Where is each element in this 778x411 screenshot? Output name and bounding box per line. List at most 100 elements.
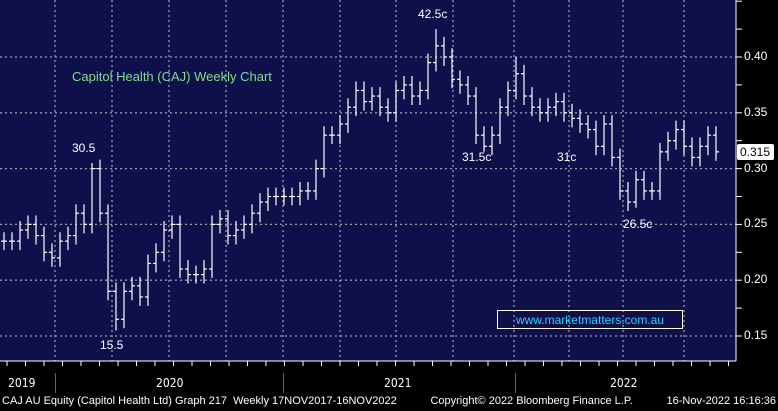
ohlc-bar bbox=[401, 75, 407, 100]
ohlc-bar bbox=[17, 221, 23, 251]
ohlc-bar bbox=[137, 276, 143, 306]
ohlc-bar bbox=[673, 120, 679, 150]
ohlc-bar bbox=[121, 282, 127, 329]
ohlc-bar bbox=[497, 98, 503, 145]
ohlc-bar bbox=[9, 232, 15, 251]
chart-title: Capitol Health (CAJ) Weekly Chart bbox=[72, 69, 272, 84]
ohlc-bar bbox=[329, 126, 335, 145]
ohlc-bar bbox=[345, 98, 351, 133]
ohlc-bar bbox=[561, 92, 567, 122]
ohlc-bar bbox=[129, 276, 135, 301]
ohlc-bar bbox=[473, 87, 479, 145]
year-label-2020: 2020 bbox=[156, 376, 184, 390]
annotation-low-2021: 31.5c bbox=[462, 150, 492, 164]
ohlc-bar bbox=[353, 81, 359, 117]
ohlc-bar bbox=[161, 221, 167, 262]
year-separator bbox=[515, 373, 516, 393]
year-label-2019: 2019 bbox=[8, 376, 36, 390]
ohlc-bar bbox=[657, 142, 663, 200]
ohlc-bar bbox=[425, 53, 431, 100]
ohlc-bar bbox=[585, 115, 591, 139]
ohlc-bar bbox=[73, 204, 79, 245]
ohlc-bar bbox=[321, 126, 327, 178]
ohlc-bar bbox=[641, 170, 647, 200]
ohlc-bar bbox=[305, 181, 311, 200]
ohlc-bar bbox=[361, 81, 367, 111]
ohlc-bar bbox=[185, 260, 191, 284]
plot-area bbox=[0, 0, 736, 361]
ohlc-bar bbox=[81, 204, 87, 234]
annotation-low-2022b: 26.5c bbox=[623, 217, 653, 231]
ohlc-bar bbox=[233, 221, 239, 245]
ohlc-bar bbox=[225, 209, 231, 245]
ohlc-bar bbox=[209, 215, 215, 278]
ohlc-bar bbox=[617, 148, 623, 200]
ohlc-bar bbox=[625, 181, 631, 212]
ohlc-bar bbox=[377, 87, 383, 117]
ohlc-bar bbox=[441, 36, 447, 66]
timestamp: 16-Nov-2022 16:16:36 bbox=[666, 395, 776, 407]
ohlc-bar bbox=[169, 215, 175, 239]
ohlc-bar bbox=[681, 120, 687, 156]
footer: CAJ AU Equity (Capitol Health Ltd) Graph… bbox=[2, 395, 776, 407]
ohlc-bar bbox=[457, 70, 463, 94]
ohlc-bar bbox=[145, 254, 151, 306]
ohlc-bar bbox=[713, 126, 719, 161]
ohlc-bar bbox=[217, 209, 223, 234]
ohlc-bar bbox=[529, 87, 535, 117]
ohlc-bar bbox=[281, 187, 287, 206]
year-label-2022: 2022 bbox=[610, 376, 638, 390]
ohlc-bar bbox=[257, 193, 263, 223]
ohlc-bar bbox=[505, 81, 511, 117]
ohlc-bar bbox=[313, 159, 319, 200]
ohlc-bar bbox=[385, 98, 391, 122]
ohlc-bar bbox=[33, 215, 39, 245]
ohlc-bar bbox=[241, 215, 247, 239]
ohlc-bar bbox=[105, 204, 111, 301]
ohlc-bar bbox=[593, 120, 599, 156]
ohlc-bar bbox=[465, 75, 471, 105]
y-tick-label: 0.40 bbox=[744, 49, 768, 63]
ohlc-bar bbox=[553, 92, 559, 117]
ohlc-bar bbox=[697, 137, 703, 167]
last-price-tag: 0.315 bbox=[737, 144, 775, 160]
ohlc-bar bbox=[417, 81, 423, 105]
ohlc-bar bbox=[577, 109, 583, 133]
ohlc-bar bbox=[25, 215, 31, 239]
ohlc-bar bbox=[609, 115, 615, 167]
security-info: CAJ AU Equity (Capitol Health Ltd) Graph… bbox=[2, 395, 397, 407]
ohlc-bar bbox=[337, 115, 343, 145]
ohlc-bar bbox=[481, 126, 487, 152]
y-tick-label: 0.20 bbox=[744, 272, 768, 287]
price-chart bbox=[0, 0, 742, 366]
ohlc-bar bbox=[153, 243, 159, 273]
ohlc-bar bbox=[409, 75, 415, 105]
y-tick-label: 0.35 bbox=[744, 104, 768, 119]
y-tick-label: 0.30 bbox=[744, 160, 768, 175]
ohlc-bar bbox=[433, 29, 439, 72]
ohlc-bar bbox=[449, 48, 455, 89]
ohlc-bar bbox=[569, 103, 575, 128]
annotation-low-2022a: 31c bbox=[557, 150, 577, 164]
annotation-low-2020: 15.5 bbox=[100, 338, 124, 352]
ohlc-bar bbox=[601, 115, 607, 156]
copyright: Copyright© 2022 Bloomberg Finance L.P. bbox=[430, 395, 633, 407]
ohlc-bar bbox=[201, 260, 207, 284]
ohlc-bar bbox=[89, 163, 95, 234]
y-tick-label: 0.15 bbox=[744, 328, 768, 342]
ohlc-bar bbox=[665, 131, 671, 161]
year-label-2021: 2021 bbox=[384, 376, 412, 390]
ohlc-bar bbox=[57, 232, 63, 267]
ohlc-bar bbox=[65, 226, 71, 251]
ohlc-bar bbox=[521, 64, 527, 105]
ohlc-bar bbox=[265, 187, 271, 212]
ohlc-bar bbox=[249, 204, 255, 234]
annotation-high-2019: 30.5 bbox=[72, 141, 96, 155]
ohlc-bar bbox=[1, 232, 7, 251]
ohlc-bar bbox=[369, 87, 375, 111]
ohlc-bar bbox=[113, 282, 119, 331]
ohlc-bar bbox=[49, 243, 55, 267]
ohlc-bar bbox=[273, 187, 279, 206]
ohlc-bar bbox=[41, 226, 47, 262]
y-tick-label: 0.25 bbox=[744, 216, 768, 231]
